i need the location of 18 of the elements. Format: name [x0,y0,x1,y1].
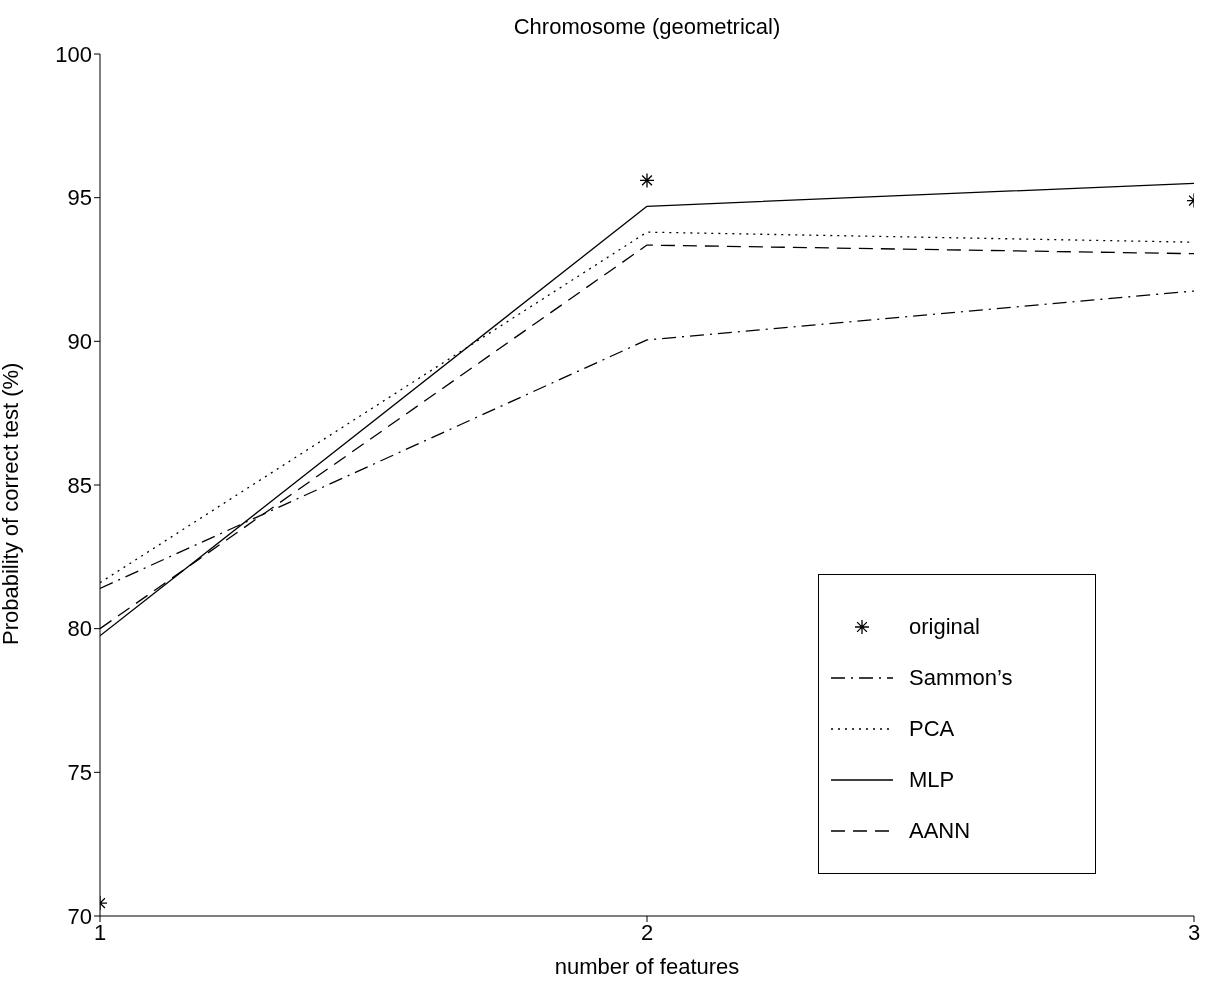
legend-label: PCA [909,715,955,742]
y-tick-label: 95 [67,185,92,211]
y-axis-title: Probability of correct test (%) [0,362,23,645]
y-tick-label: 90 [67,329,92,355]
legend-label: MLP [909,766,955,793]
chart-title: Chromosome (geometrical) [512,14,782,40]
y-tick-label: 100 [55,41,92,67]
legend-label: original [909,613,980,640]
y-tick-label: 80 [67,616,92,642]
legend-label: AANN [909,817,971,844]
x-tick-label: 3 [1187,919,1201,945]
y-tick-label: 70 [67,903,92,929]
legend-label: Sammon’s [909,664,1013,691]
y-tick-label: 75 [67,760,92,786]
x-tick-label: 1 [93,919,107,945]
y-tick-label: 85 [67,472,92,498]
x-tick-label: 2 [640,919,654,945]
x-axis-title: number of features [554,954,740,979]
